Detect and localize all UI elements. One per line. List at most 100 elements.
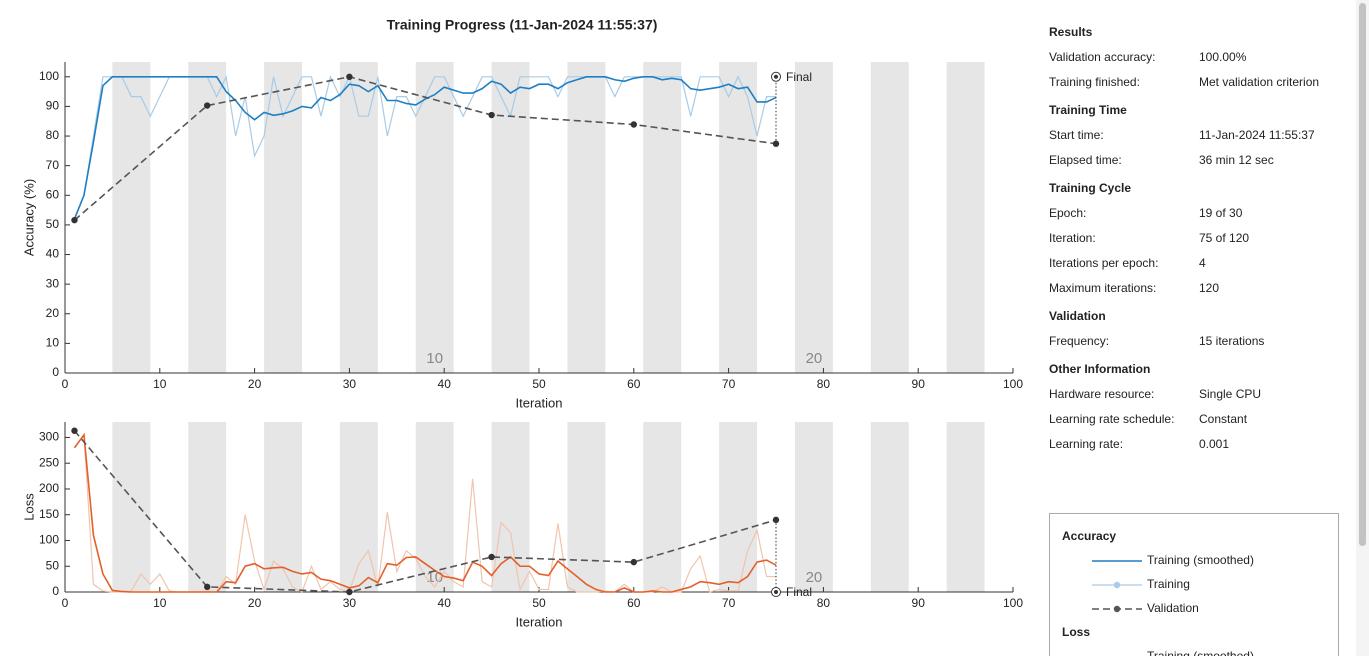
section-heading: Training Time — [1049, 103, 1127, 117]
section-heading: Results — [1049, 25, 1093, 39]
x-tick-label: 80 — [817, 377, 831, 391]
info-value: 15 iterations — [1199, 334, 1264, 348]
validation-point — [346, 73, 353, 81]
legend-marker — [1113, 581, 1121, 589]
legend-label: Training — [1147, 577, 1190, 591]
epoch-band — [946, 62, 985, 373]
epoch-band — [719, 62, 758, 373]
epoch-band — [415, 422, 454, 592]
y-tick-label: 0 — [52, 584, 59, 598]
info-value: 4 — [1199, 256, 1206, 270]
info-label: Iterations per epoch: — [1049, 256, 1158, 270]
validation-point — [630, 558, 637, 566]
epoch-band — [946, 422, 985, 592]
x-tick-label: 70 — [722, 377, 736, 391]
x-tick-label: 90 — [912, 596, 926, 610]
section-heading: Training Cycle — [1049, 181, 1131, 195]
validation-point — [488, 111, 495, 119]
x-tick-label: 50 — [532, 377, 546, 391]
info-value: 36 min 12 sec — [1199, 153, 1274, 167]
epoch-band — [643, 62, 682, 373]
final-marker-dot — [774, 74, 778, 79]
epoch-band — [567, 422, 606, 592]
epoch-label: 20 — [806, 569, 823, 586]
epoch-band — [112, 422, 151, 592]
validation-point — [71, 427, 78, 434]
epoch-label: 20 — [806, 350, 823, 367]
y-tick-label: 80 — [46, 128, 60, 142]
section-heading: Validation — [1049, 309, 1106, 323]
epoch-band — [491, 422, 530, 592]
info-value: Met validation criterion — [1199, 75, 1319, 89]
legend-marker — [1113, 605, 1121, 613]
y-tick-label: 10 — [46, 336, 60, 350]
epoch-band — [415, 62, 454, 373]
epoch-band — [870, 422, 909, 592]
section-heading: Other Information — [1049, 362, 1150, 376]
x-tick-label: 30 — [343, 596, 357, 610]
series-line — [73, 75, 777, 221]
epoch-band — [643, 422, 682, 592]
epoch-band — [188, 422, 227, 592]
final-marker-dot — [774, 590, 778, 594]
epoch-band — [188, 62, 227, 373]
info-label: Start time: — [1049, 128, 1104, 142]
x-tick-label: 20 — [248, 596, 262, 610]
info-label: Validation accuracy: — [1049, 50, 1156, 64]
x-tick-label: 100 — [1003, 377, 1023, 391]
y-tick-label: 20 — [46, 306, 60, 320]
info-label: Iteration: — [1049, 231, 1096, 245]
x-tick-label: 0 — [62, 377, 69, 391]
validation-point — [346, 588, 353, 596]
info-label: Epoch: — [1049, 206, 1086, 220]
x-tick-label: 70 — [722, 596, 736, 610]
x-tick-label: 10 — [153, 596, 167, 610]
legend-label: Training (smoothed) — [1147, 649, 1254, 656]
y-tick-label: 40 — [46, 247, 60, 261]
validation-point — [488, 553, 495, 561]
x-tick-label: 50 — [532, 596, 546, 610]
x-tick-label: 80 — [817, 596, 831, 610]
validation-point — [630, 121, 637, 128]
x-tick-label: 40 — [438, 377, 452, 391]
series-line — [73, 430, 777, 593]
legend-heading: Accuracy — [1062, 529, 1116, 543]
y-tick-label: 50 — [46, 217, 60, 231]
x-tick-label: 10 — [153, 377, 167, 391]
info-value: 0.001 — [1199, 437, 1229, 451]
scrollbar-thumb[interactable] — [1359, 3, 1366, 546]
final-label: Final — [786, 585, 812, 599]
x-tick-label: 60 — [627, 596, 641, 610]
y-tick-label: 250 — [39, 455, 59, 469]
epoch-band — [264, 422, 302, 592]
info-label: Learning rate schedule: — [1049, 412, 1174, 426]
series-line — [73, 76, 777, 220]
epoch-band — [794, 422, 833, 592]
x-tick-label: 0 — [62, 596, 69, 610]
x-tick-label: 20 — [248, 377, 262, 391]
x-tick-label: 90 — [912, 377, 926, 391]
y-tick-label: 60 — [46, 187, 60, 201]
info-value: Single CPU — [1199, 387, 1261, 401]
x-axis-label: Iteration — [516, 614, 563, 629]
x-tick-label: 30 — [343, 377, 357, 391]
epoch-band — [491, 62, 530, 373]
y-axis-label: Accuracy (%) — [21, 179, 36, 256]
validation-point — [71, 216, 78, 224]
x-tick-label: 100 — [1003, 596, 1023, 610]
epoch-band — [339, 62, 378, 373]
y-tick-label: 200 — [39, 481, 59, 495]
legend-label: Validation — [1147, 601, 1199, 615]
y-tick-label: 70 — [46, 158, 60, 172]
epoch-band — [870, 62, 909, 373]
info-value: 120 — [1199, 281, 1219, 295]
info-value: 75 of 120 — [1199, 231, 1249, 245]
epoch-band — [719, 422, 758, 592]
final-label: Final — [786, 70, 812, 84]
y-tick-label: 50 — [46, 558, 60, 572]
x-axis-label: Iteration — [516, 395, 563, 410]
x-tick-label: 40 — [438, 596, 452, 610]
legend-label: Training (smoothed) — [1147, 553, 1254, 567]
series-line — [73, 432, 777, 593]
